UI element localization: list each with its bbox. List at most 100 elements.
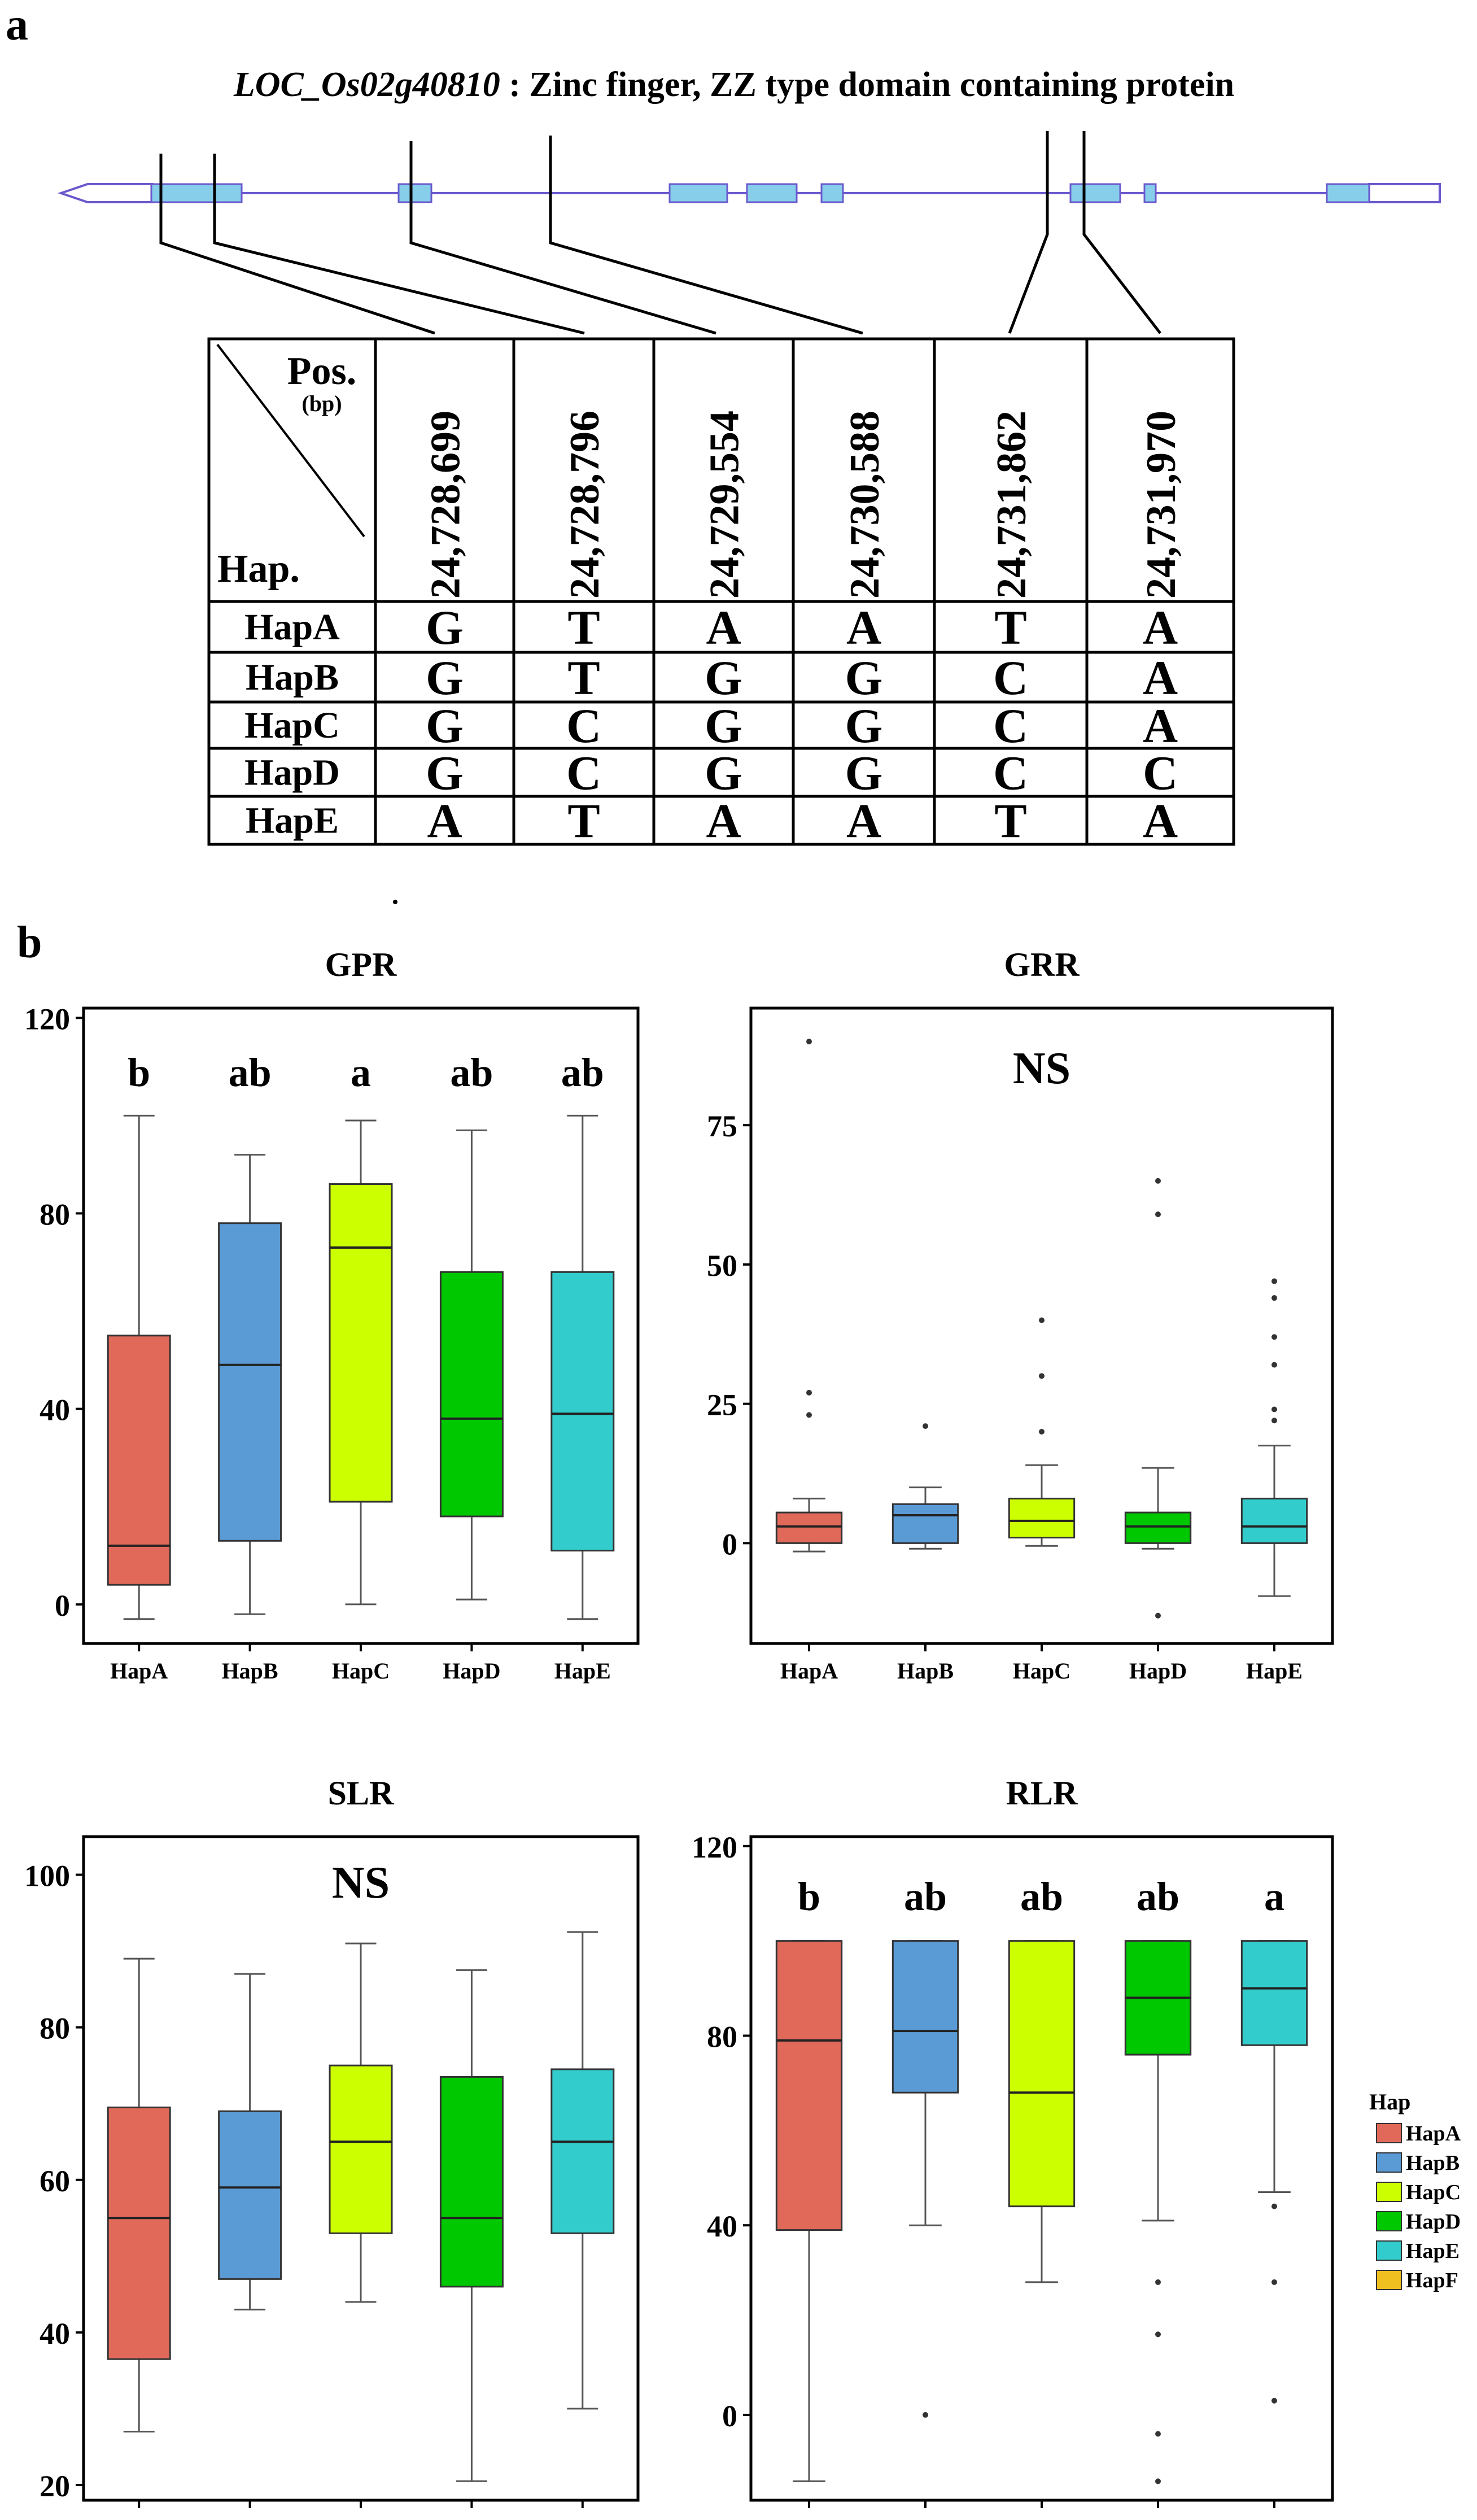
outlier-point (1271, 2397, 1277, 2404)
box-hapa (107, 2106, 171, 2360)
allele: T (567, 651, 600, 705)
outlier-point (1271, 2279, 1277, 2285)
exon (820, 183, 844, 203)
allele: C (993, 651, 1028, 705)
hap-name: HapA (244, 607, 340, 648)
significance-letter: ab (1137, 1874, 1179, 1919)
x-tick-label: HapA (780, 2515, 838, 2520)
outlier-point (806, 1389, 812, 1396)
x-tick-label: HapE (1246, 1658, 1303, 1684)
y-tick-label: 80 (707, 2020, 737, 2054)
box-hapd (439, 1271, 504, 1518)
significance-letter: ab (561, 1050, 604, 1095)
box-hapa (775, 1511, 843, 1544)
box-plot-rlr: RLR 0 40 80 120 b HapA ab HapB ab HapC ab HapD a HapE (692, 1775, 1334, 2520)
allele: C (1143, 746, 1178, 800)
allele: A (427, 794, 462, 848)
x-tick-label: HapC (1013, 1658, 1070, 1684)
exon (746, 183, 798, 203)
legend-label: HapB (1406, 2151, 1459, 2175)
box-hapc (1008, 1497, 1076, 1539)
x-tick-label: HapC (332, 2515, 390, 2520)
y-tick-label: 0 (722, 1527, 737, 1561)
y-tick-label: 100 (24, 1859, 70, 1893)
box-hapb (892, 1940, 959, 2094)
x-tick-label: HapC (1013, 2515, 1070, 2520)
exon (150, 183, 243, 203)
allele: G (426, 600, 464, 655)
legend-label: HapF (1406, 2269, 1458, 2292)
exon (1326, 183, 1370, 203)
legend-label: HapE (1406, 2239, 1459, 2263)
gene-utr-5 (57, 183, 154, 203)
legend-swatch (1376, 2123, 1402, 2143)
y-tick-label: 120 (24, 1002, 70, 1036)
exon (1143, 183, 1157, 203)
x-tick-label: HapE (1246, 2515, 1303, 2520)
outlier-point (1271, 1278, 1277, 1284)
significance-letter: a (1264, 1874, 1284, 1919)
x-tick-label: HapD (443, 2515, 500, 2520)
allele: T (567, 600, 600, 655)
y-tick-label: 0 (722, 2399, 737, 2433)
y-tick-label: 50 (707, 1249, 737, 1283)
outlier-point (1039, 1429, 1045, 1435)
snp-connector (549, 136, 863, 335)
x-tick-label: HapD (1129, 1658, 1187, 1684)
box-plot-gpr: GPR 0 40 80 120 b HapA ab HapB a HapC ab HapD ab HapE (24, 946, 640, 1684)
y-tick-label: 60 (40, 2164, 70, 2198)
outlier-point (1271, 1334, 1277, 1340)
box-hapa (775, 1940, 843, 2231)
allele: G (845, 699, 883, 753)
y-tick-label: 40 (40, 1393, 70, 1427)
legend-swatch (1376, 2182, 1402, 2202)
gene-title: LOC_Os02g40810 : Zinc finger, ZZ type do… (233, 66, 1234, 104)
legend-swatch (1376, 2240, 1402, 2261)
x-tick-label: HapC (332, 1658, 390, 1684)
hap-name: HapD (244, 752, 340, 794)
x-tick-label: HapE (554, 2515, 611, 2520)
snp-position: 24,731,970 (1138, 411, 1185, 599)
outlier-point (1271, 1418, 1277, 1424)
allele: G (845, 746, 883, 800)
table-border (207, 337, 1235, 846)
snp-connector (409, 141, 716, 335)
exon (668, 183, 728, 203)
snp-position: 24,731,862 (989, 411, 1035, 599)
y-tick-label: 80 (40, 2012, 70, 2046)
allele: G (705, 651, 742, 705)
x-tick-label: HapD (443, 1658, 500, 1684)
snp-position: 24,729,554 (702, 411, 748, 599)
allele: A (1143, 600, 1178, 655)
ns-annotation: NS (332, 1858, 390, 1908)
allele: G (426, 699, 464, 753)
allele: G (426, 746, 464, 800)
x-tick-label: HapA (110, 1658, 168, 1684)
outlier-point (1155, 1612, 1161, 1619)
significance-letter: ab (229, 1050, 272, 1095)
stray-dot (393, 900, 397, 904)
box-hapb (218, 1222, 282, 1542)
gene-id: LOC_Os02g40810 (233, 66, 500, 104)
snp-position: 24,728,796 (562, 411, 608, 599)
x-tick-label: HapB (222, 1658, 278, 1684)
allele: G (705, 699, 742, 753)
allele: T (994, 794, 1026, 848)
allele: A (846, 794, 881, 848)
outlier-point (1155, 2431, 1161, 2437)
box-hape (550, 1271, 615, 1552)
y-tick-label: 25 (707, 1388, 737, 1422)
significance-letter: a (351, 1050, 371, 1095)
legend-title: Hap (1369, 2089, 1410, 2114)
haplotype-table: Pos.(bp) Hap. 24,728,699 24,728,796 24,729,5… (207, 337, 1235, 848)
y-tick-label: 75 (707, 1109, 737, 1143)
allele: A (1143, 699, 1178, 753)
box-hapb (218, 2110, 282, 2280)
ns-annotation: NS (1013, 1044, 1070, 1093)
y-tick-label: 120 (692, 1830, 737, 1864)
exon (397, 183, 432, 203)
hap-name: HapB (246, 657, 339, 698)
box-hape (550, 2068, 615, 2234)
significance-letter: b (128, 1050, 150, 1095)
box-hapc (329, 1183, 393, 1503)
